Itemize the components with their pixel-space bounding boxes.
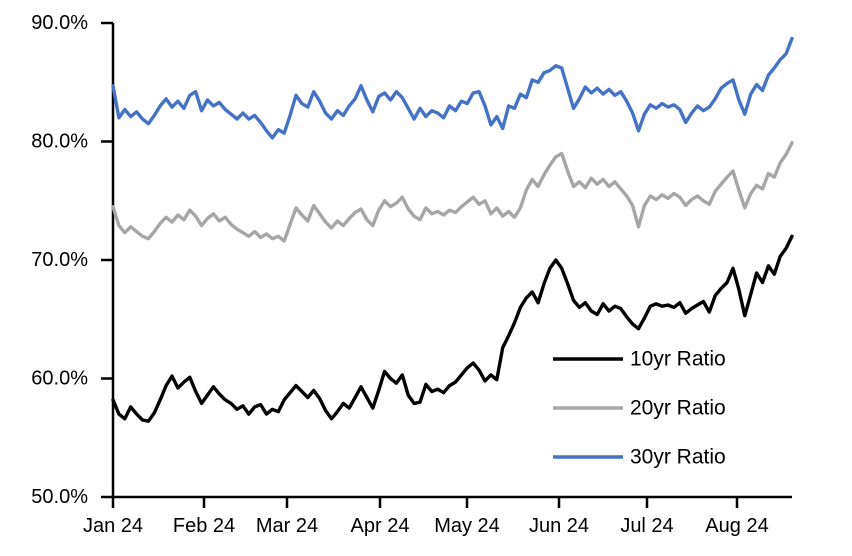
x-axis (111, 495, 792, 508)
y-tick-label: 70.0% (31, 249, 88, 271)
series-line-30yr-ratio (111, 36, 794, 140)
legend-item-30yr-ratio: 30yr Ratio (553, 446, 726, 469)
y-axis (101, 21, 115, 499)
legend-item-20yr-ratio: 20yr Ratio (553, 397, 726, 420)
y-tick-label: 50.0% (31, 486, 88, 508)
legend-label-10yr: 10yr Ratio (630, 348, 726, 371)
legend: 10yr Ratio 20yr Ratio 30yr Ratio (553, 348, 726, 469)
x-tick-label: Aug 24 (705, 515, 768, 537)
y-tick-label: 60.0% (31, 368, 88, 390)
x-tick-label: Jun 24 (529, 515, 589, 537)
x-tick-label: Jul 24 (620, 515, 673, 537)
x-tick-label: May 24 (434, 515, 500, 537)
x-tick-label: Jan 24 (83, 515, 143, 537)
legend-label-20yr: 20yr Ratio (630, 397, 726, 420)
y-tick-label: 80.0% (31, 131, 88, 153)
x-tick-label: Apr 24 (351, 515, 410, 537)
y-tick-label: 90.0% (31, 12, 88, 34)
series-line-10yr-ratio (111, 234, 794, 423)
series-line-20yr-ratio (111, 140, 794, 243)
legend-item-10yr-ratio: 10yr Ratio (553, 348, 726, 371)
x-tick-label: Feb 24 (173, 515, 235, 537)
legend-label-30yr: 30yr Ratio (630, 446, 726, 469)
y-tick-labels: 90.0% 80.0% 70.0% 60.0% 50.0% (31, 12, 88, 508)
x-tick-labels: Jan 24 Feb 24 Mar 24 Apr 24 May 24 Jun 2… (83, 515, 769, 537)
x-tick-label: Mar 24 (256, 515, 318, 537)
series-lines (111, 36, 794, 423)
